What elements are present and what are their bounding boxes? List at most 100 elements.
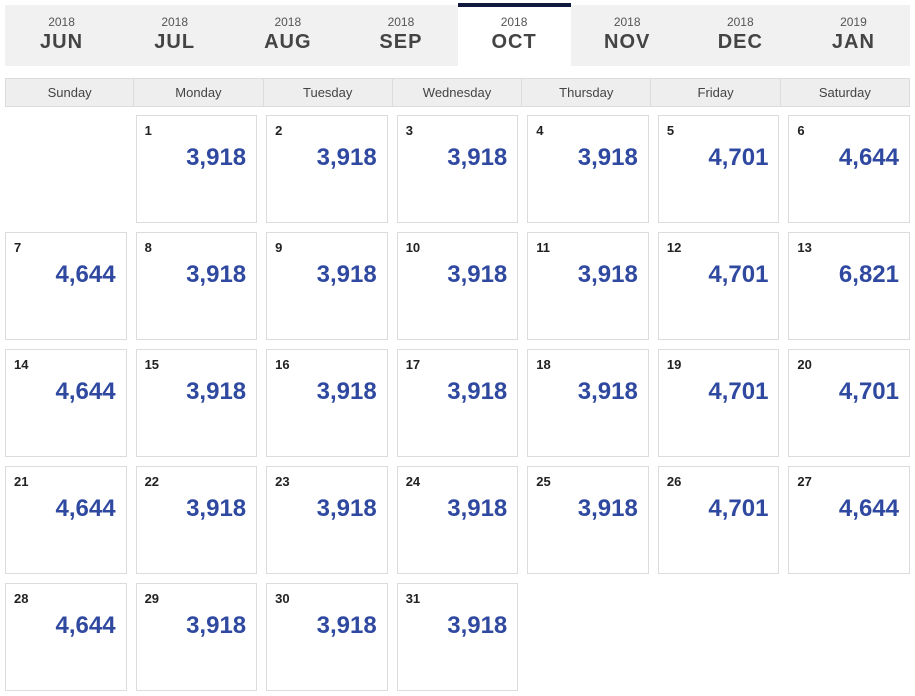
month-tab-jun-2018[interactable]: 2018 JUN (5, 5, 118, 66)
month-tab-strip: 2018JUN2018JUL2018AUG2018SEP2018OCT2018N… (5, 5, 910, 66)
month-tab-label: SEP (344, 31, 457, 54)
calendar-day-15[interactable]: 15 3,918 (136, 349, 258, 457)
day-number: 23 (275, 474, 379, 489)
calendar-day-26[interactable]: 264,701 (658, 466, 780, 574)
calendar-day-16[interactable]: 163,918 (266, 349, 388, 457)
calendar-day-19[interactable]: 19 4,701 (658, 349, 780, 457)
day-price: 4,644 (14, 495, 118, 523)
day-price: 3,918 (145, 144, 249, 172)
calendar-day-13[interactable]: 136,821 (788, 232, 910, 340)
day-number: 28 (14, 591, 118, 606)
day-price: 3,918 (536, 261, 640, 289)
calendar-day-3[interactable]: 3 3,918 (397, 115, 519, 223)
month-tab-aug-2018[interactable]: 2018 AUG (231, 5, 344, 66)
day-price: 4,644 (797, 144, 901, 172)
day-number: 4 (536, 123, 640, 138)
day-number: 21 (14, 474, 118, 489)
day-price: 3,918 (406, 378, 510, 406)
day-number: 17 (406, 357, 510, 372)
day-number: 8 (145, 240, 249, 255)
day-number: 24 (406, 474, 510, 489)
dow-header-tuesday: Tuesday (264, 78, 393, 107)
day-number: 15 (145, 357, 249, 372)
month-tab-label: JUN (5, 31, 118, 54)
days-of-week-header: SundayMondayTuesdayWednesdayThursdayFrid… (5, 78, 910, 107)
day-number: 11 (536, 240, 640, 255)
calendar-day-28[interactable]: 28 4,644 (5, 583, 127, 691)
month-tab-year: 2018 (344, 15, 457, 29)
calendar-day-22[interactable]: 223,918 (136, 466, 258, 574)
calendar-day-5[interactable]: 5 4,701 (658, 115, 780, 223)
month-tab-jul-2018[interactable]: 2018JUL (118, 5, 231, 66)
calendar-day-30[interactable]: 30 3,918 (266, 583, 388, 691)
day-price: 4,701 (797, 378, 901, 406)
day-price: 4,701 (667, 261, 771, 289)
calendar-day-9[interactable]: 93,918 (266, 232, 388, 340)
day-price: 3,918 (275, 495, 379, 523)
month-tab-year: 2019 (797, 15, 910, 29)
month-tab-year: 2018 (231, 15, 344, 29)
day-price: 3,918 (406, 261, 510, 289)
calendar-day-8[interactable]: 8 3,918 (136, 232, 258, 340)
day-number: 30 (275, 591, 379, 606)
calendar-day-20[interactable]: 20 4,701 (788, 349, 910, 457)
calendar-day-2[interactable]: 23,918 (266, 115, 388, 223)
day-price: 4,701 (667, 144, 771, 172)
day-price: 4,644 (14, 612, 118, 640)
dow-header-saturday: Saturday (781, 78, 910, 107)
calendar-day-18[interactable]: 18 3,918 (527, 349, 649, 457)
day-number: 6 (797, 123, 901, 138)
dow-header-friday: Friday (651, 78, 780, 107)
calendar-day-27[interactable]: 274,644 (788, 466, 910, 574)
day-number: 19 (667, 357, 771, 372)
month-tab-label: NOV (571, 31, 684, 54)
day-price: 3,918 (406, 144, 510, 172)
calendar-day-25[interactable]: 253,918 (527, 466, 649, 574)
day-number: 3 (406, 123, 510, 138)
day-price: 3,918 (536, 495, 640, 523)
month-tab-nov-2018[interactable]: 2018NOV (571, 5, 684, 66)
day-price: 4,701 (667, 495, 771, 523)
dow-header-thursday: Thursday (522, 78, 651, 107)
day-number: 18 (536, 357, 640, 372)
day-price: 4,701 (667, 378, 771, 406)
month-tab-year: 2018 (5, 15, 118, 29)
calendar-day-11[interactable]: 11 3,918 (527, 232, 649, 340)
dow-header-wednesday: Wednesday (393, 78, 522, 107)
day-price: 3,918 (145, 378, 249, 406)
day-price: 3,918 (145, 261, 249, 289)
day-number: 29 (145, 591, 249, 606)
calendar-day-17[interactable]: 17 3,918 (397, 349, 519, 457)
month-tab-jan-2019[interactable]: 2019 JAN (797, 5, 910, 66)
day-number: 20 (797, 357, 901, 372)
calendar-day-23[interactable]: 23 3,918 (266, 466, 388, 574)
month-tab-label: JAN (797, 31, 910, 54)
day-price: 3,918 (536, 378, 640, 406)
calendar-day-14[interactable]: 144,644 (5, 349, 127, 457)
calendar-day-12[interactable]: 12 4,701 (658, 232, 780, 340)
calendar-day-1[interactable]: 13,918 (136, 115, 258, 223)
day-number: 10 (406, 240, 510, 255)
month-tab-label: AUG (231, 31, 344, 54)
calendar-day-24[interactable]: 24 3,918 (397, 466, 519, 574)
dow-header-monday: Monday (134, 78, 263, 107)
calendar-day-21[interactable]: 21 4,644 (5, 466, 127, 574)
calendar-day-7[interactable]: 74,644 (5, 232, 127, 340)
month-tab-oct-2018[interactable]: 2018OCT (458, 5, 571, 66)
calendar-grid: 13,91823,91833,91843,91854,70164,64474,6… (5, 115, 910, 691)
day-price: 3,918 (406, 495, 510, 523)
day-price: 6,821 (797, 261, 901, 289)
day-number: 27 (797, 474, 901, 489)
month-tab-dec-2018[interactable]: 2018DEC (684, 5, 797, 66)
day-price: 4,644 (14, 378, 118, 406)
calendar-day-31[interactable]: 313,918 (397, 583, 519, 691)
day-number: 12 (667, 240, 771, 255)
calendar-day-29[interactable]: 293,918 (136, 583, 258, 691)
month-tab-sep-2018[interactable]: 2018 SEP (344, 5, 457, 66)
calendar-day-10[interactable]: 10 3,918 (397, 232, 519, 340)
day-price: 3,918 (275, 144, 379, 172)
calendar-day-6[interactable]: 6 4,644 (788, 115, 910, 223)
day-number: 5 (667, 123, 771, 138)
day-price: 3,918 (275, 612, 379, 640)
calendar-day-4[interactable]: 43,918 (527, 115, 649, 223)
